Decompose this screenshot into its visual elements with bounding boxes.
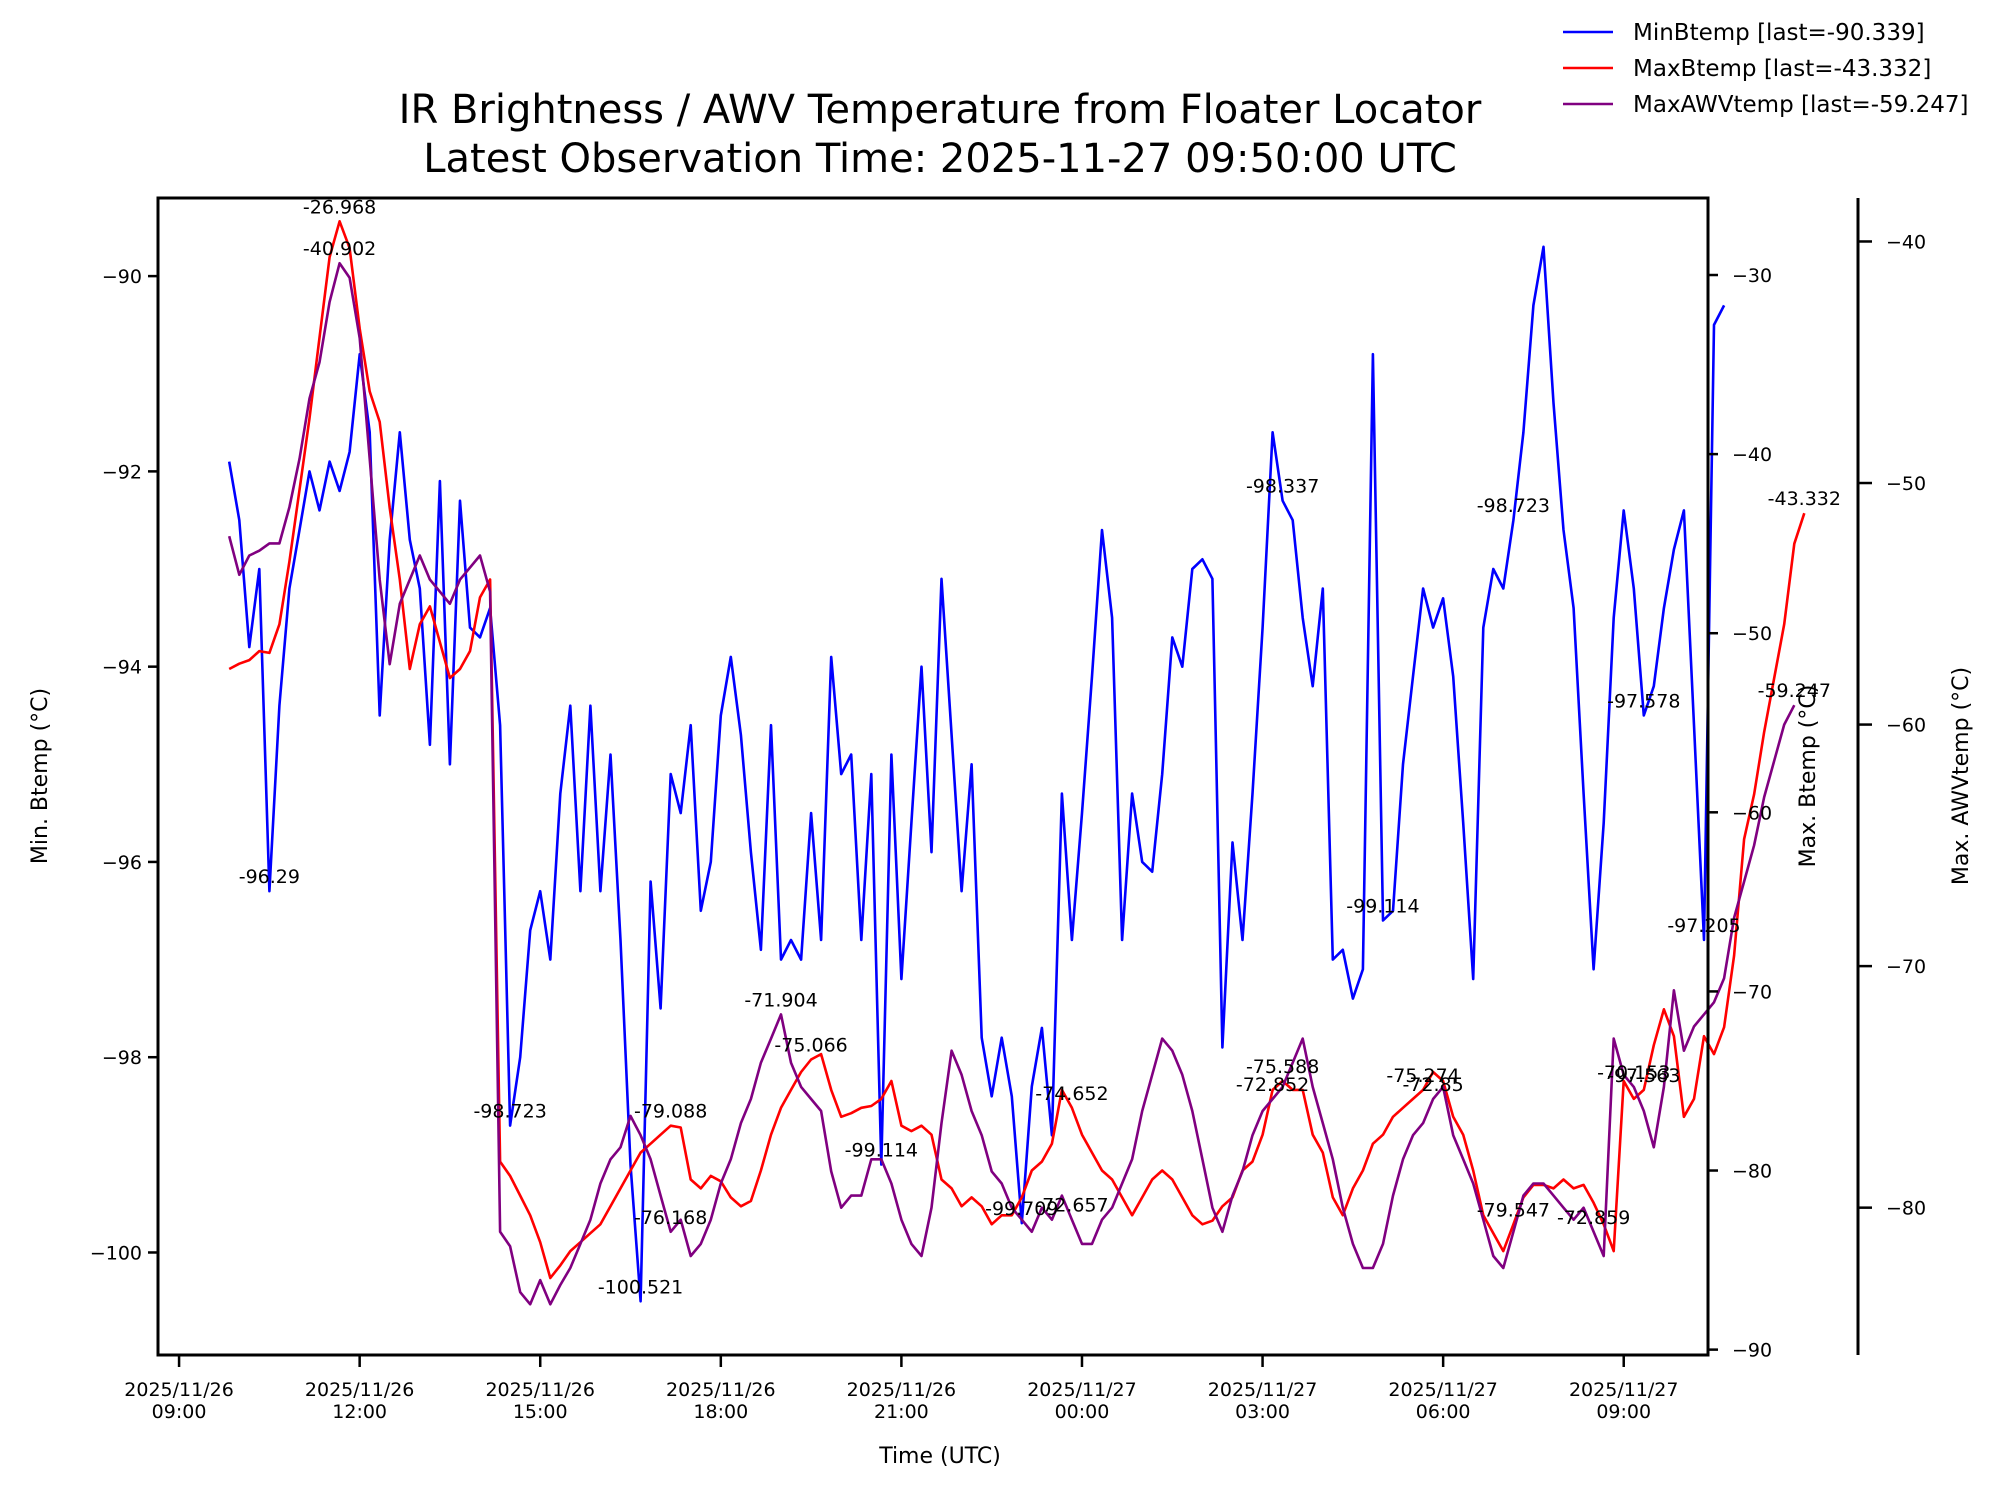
x-axis-tick-time: 12:00: [332, 1401, 387, 1423]
x-axis-tick-date: 2025/11/26: [124, 1379, 234, 1401]
chart-subtitle: Latest Observation Time: 2025-11-27 09:5…: [423, 136, 1457, 182]
right-axis-1-tick-label: −70: [1732, 981, 1772, 1003]
x-axis-tick-date: 2025/11/27: [1208, 1379, 1318, 1401]
x-axis: 2025/11/2609:002025/11/2612:002025/11/26…: [124, 1355, 1678, 1423]
annotation-label: -79.547: [1477, 1199, 1550, 1221]
annotation-label: -100.521: [598, 1276, 683, 1298]
right-axis-1-tick-label: −90: [1732, 1340, 1772, 1362]
x-axis-tick-time: 09:00: [152, 1401, 207, 1423]
x-axis-tick-date: 2025/11/26: [485, 1379, 595, 1401]
series-line-maxbtemp: [228, 220, 1806, 1280]
right-axis-1-label: Max. Btemp (°C): [1796, 685, 1821, 868]
right-axis-2-tick-label: −80: [1886, 1198, 1926, 1220]
x-axis-tick-time: 06:00: [1416, 1401, 1471, 1423]
x-axis-tick-date: 2025/11/27: [1569, 1379, 1679, 1401]
chart-title: IR Brightness / AWV Temperature from Flo…: [399, 87, 1482, 133]
x-axis-tick-time: 03:00: [1235, 1401, 1290, 1423]
x-axis-tick-time: 21:00: [874, 1401, 929, 1423]
annotation-label: -74.652: [1035, 1083, 1108, 1105]
right-axis-2-label: Max. AWVtemp (°C): [1949, 667, 1974, 885]
left-axis-tick-label: −98: [102, 1047, 142, 1069]
right-axis-2-tick-label: −50: [1886, 473, 1926, 495]
annotation-label: -99.114: [1346, 896, 1419, 918]
series-line-maxawvtemp: [227, 261, 1796, 1306]
annotation-label: -75.066: [774, 1034, 847, 1056]
x-axis-label: Time (UTC): [878, 1444, 1001, 1469]
annotation-label: -75.274: [1386, 1065, 1459, 1087]
right-axis-2-tick-label: −40: [1886, 231, 1926, 253]
x-axis-tick-time: 09:00: [1596, 1401, 1651, 1423]
left-axis-label: Min. Btemp (°C): [28, 688, 53, 864]
x-axis-tick-time: 18:00: [693, 1401, 748, 1423]
annotation-label: -96.29: [239, 866, 300, 888]
x-axis-tick-date: 2025/11/27: [1027, 1379, 1137, 1401]
annotation-label: -76.168: [634, 1207, 707, 1229]
annotation-label: -40.902: [303, 238, 376, 260]
x-axis-tick-date: 2025/11/26: [305, 1379, 415, 1401]
annotation-label: -43.332: [1768, 488, 1841, 510]
annotation-label: -72.657: [1035, 1195, 1108, 1217]
left-axis-tick-label: −96: [102, 852, 142, 874]
x-axis-tick-date: 2025/11/27: [1388, 1379, 1498, 1401]
annotation-label: -72.859: [1557, 1207, 1630, 1229]
legend-label-maxawvtemp: MaxAWVtemp [last=-59.247]: [1633, 92, 1968, 118]
left-axis: −90 −92 −94 −96 −98 −100: [90, 266, 158, 1264]
left-axis-tick-label: −92: [102, 461, 142, 483]
right-axis-2-tick-label: −70: [1886, 956, 1926, 978]
annotation-label: -98.723: [473, 1101, 546, 1123]
plot-series: [227, 220, 1806, 1306]
right-axis-1: −30 −40 −50 −60 −70 −80 −90: [1708, 265, 1772, 1362]
annotation-label: -72.852: [1236, 1074, 1309, 1096]
annotation-label: -72.85: [1402, 1074, 1463, 1096]
plot-frame: [156, 196, 1710, 1357]
annotation-label: -98.337: [1246, 476, 1319, 498]
x-axis-tick-date: 2025/11/26: [847, 1379, 957, 1401]
right-axis-1-tick-label: −50: [1732, 623, 1772, 645]
legend-label-minbtemp: MinBtemp [last=-90.339]: [1633, 20, 1925, 46]
annotation-label: -70.153: [1597, 1062, 1670, 1084]
annotation-label: -99.114: [845, 1140, 918, 1162]
annotation-label: -26.968: [303, 196, 376, 218]
right-axis-1-tick-label: −30: [1732, 265, 1772, 287]
series-line-minbtemp: [227, 245, 1726, 1303]
annotation-label: -98.723: [1477, 495, 1550, 517]
annotation-label: -97.205: [1667, 915, 1740, 937]
left-axis-tick-label: −94: [102, 657, 142, 679]
annotation-label: -71.904: [744, 989, 817, 1011]
annotation-label: -97.563: [1607, 1065, 1680, 1087]
legend-label-maxbtemp: MaxBtemp [last=-43.332]: [1633, 56, 1931, 82]
right-axis-1-tick-label: −60: [1732, 802, 1772, 824]
x-axis-tick-time: 15:00: [513, 1401, 568, 1423]
annotation-label: -79.088: [634, 1101, 707, 1123]
left-axis-tick-label: −100: [90, 1242, 142, 1264]
left-axis-tick-label: −90: [102, 266, 142, 288]
right-axis-2-tick-label: −60: [1886, 715, 1926, 737]
right-axis-2: −40 −50 −60 −70 −80: [1858, 231, 1926, 1220]
right-axis-1-tick-label: −80: [1732, 1161, 1772, 1183]
annotation-label: -59.247: [1758, 680, 1831, 702]
annotation-label: -97.578: [1607, 690, 1680, 712]
x-axis-tick-date: 2025/11/26: [666, 1379, 776, 1401]
right-axis-1-tick-label: −40: [1732, 444, 1772, 466]
annotation-label: -75.588: [1246, 1056, 1319, 1078]
annotations: -26.968 -40.902 -96.29 -98.723 -100.521 -76.1…: [239, 196, 1841, 1298]
legend: MinBtemp [last=-90.339] MaxBtemp [last=-4…: [1563, 20, 1968, 118]
x-axis-tick-time: 00:00: [1055, 1401, 1110, 1423]
annotation-label: -99.709: [985, 1198, 1058, 1220]
